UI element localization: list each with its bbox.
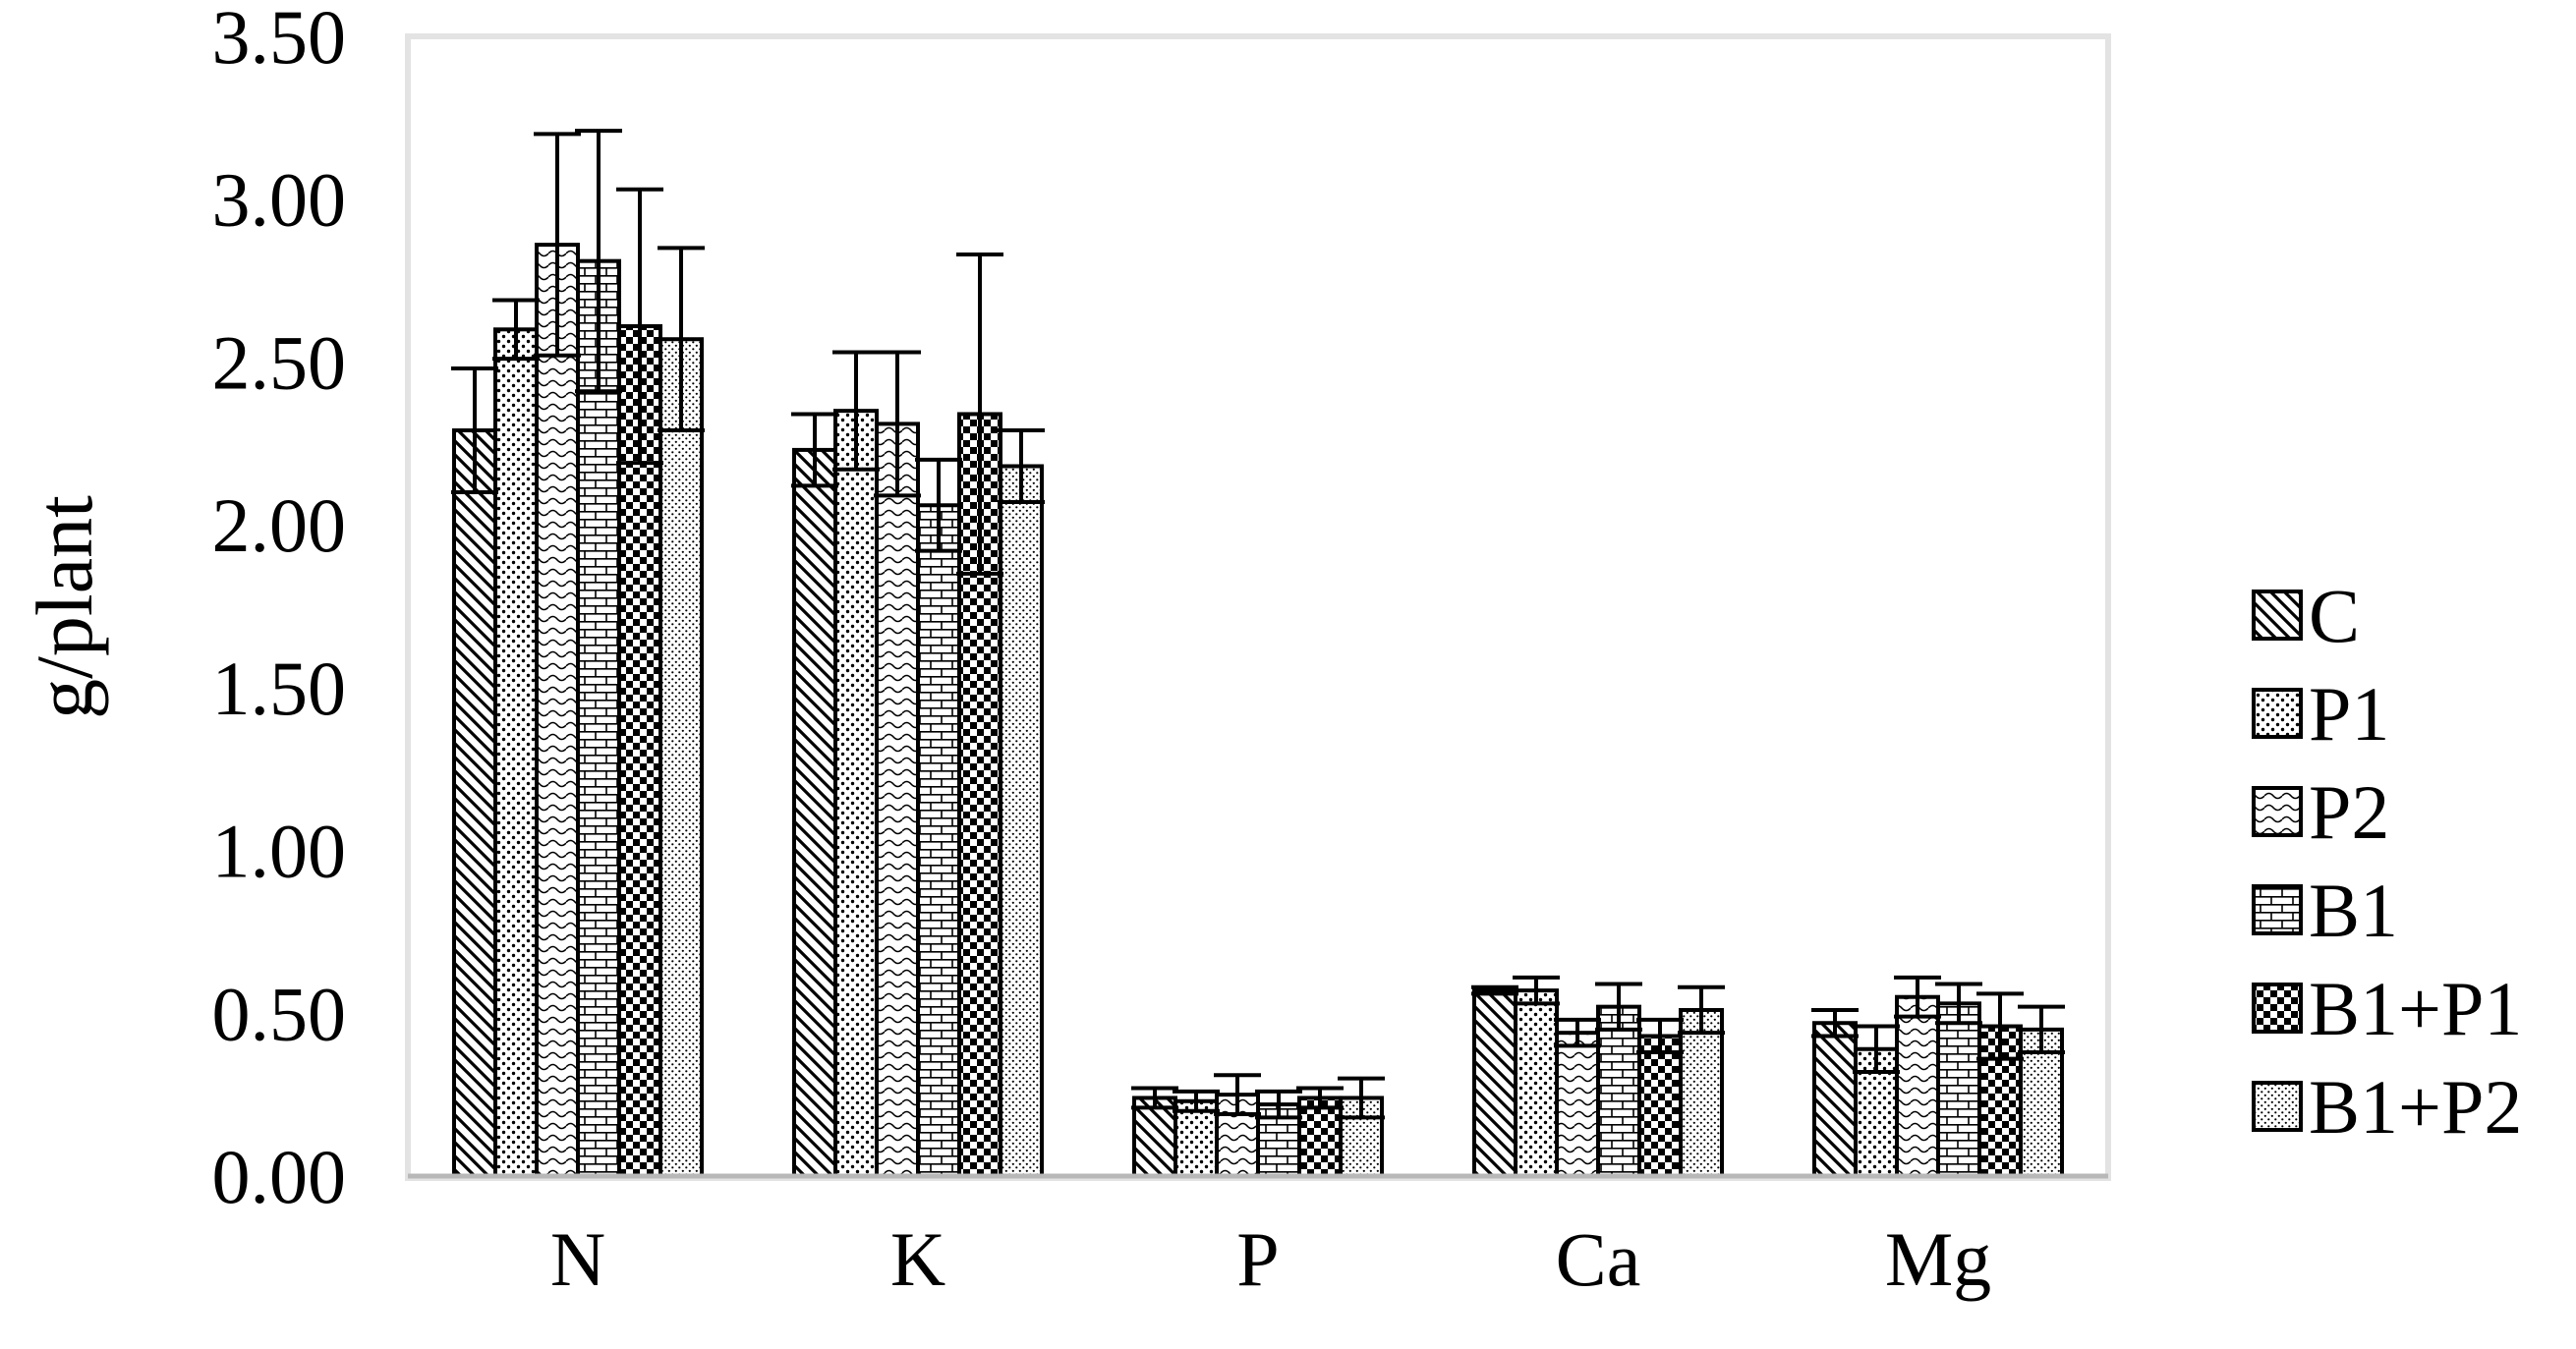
- legend-swatch: [2252, 884, 2303, 935]
- y-tick-label: 0.50: [212, 971, 347, 1056]
- bar-p2-ca: [1555, 1031, 1600, 1178]
- bar-p1-ca: [1514, 988, 1559, 1178]
- bar-c-mg: [1812, 1021, 1858, 1178]
- legend-label: P2: [2309, 769, 2389, 855]
- bar-b1-ca: [1596, 1004, 1641, 1178]
- legend-label: B1+P2: [2309, 1064, 2522, 1150]
- legend-label: P1: [2309, 671, 2389, 757]
- y-tick-label: 1.00: [212, 809, 347, 894]
- legend-swatch: [2252, 983, 2303, 1034]
- bar-p1-n: [493, 327, 539, 1178]
- x-axis-ticks: N K P Ca Mg: [550, 1216, 1991, 1302]
- legend-swatch: [2252, 590, 2303, 641]
- y-tick-label: 0.00: [212, 1134, 347, 1219]
- bar-p2-k: [875, 422, 920, 1178]
- x-tick-label: P: [1236, 1216, 1279, 1302]
- legend-label: C: [2309, 573, 2360, 658]
- error-bars-layer: [451, 129, 2065, 1120]
- legend-label: B1+P1: [2309, 966, 2522, 1051]
- x-tick-label: N: [550, 1216, 605, 1302]
- y-axis-label: g/plant: [20, 495, 109, 719]
- bar-b1-n: [576, 258, 621, 1178]
- y-tick-label: 3.00: [212, 157, 347, 243]
- x-tick-label: Ca: [1556, 1216, 1641, 1302]
- bar-b1-p2-ca: [1679, 1007, 1724, 1178]
- bar-b1-k: [916, 503, 961, 1178]
- y-tick-label: 2.00: [212, 482, 347, 568]
- y-tick-label: 3.50: [212, 0, 347, 80]
- legend: C P1 P2 B1 B1+P1 B1+P2: [2252, 573, 2522, 1150]
- y-tick-label: 1.50: [212, 646, 347, 731]
- bar-b1-mg: [1936, 1001, 1981, 1178]
- bar-c-ca: [1472, 988, 1517, 1178]
- legend-swatch: [2252, 688, 2303, 739]
- legend-swatch: [2252, 1081, 2303, 1132]
- bar-b1-p1-ca: [1637, 1034, 1683, 1178]
- x-tick-label: Mg: [1885, 1216, 1991, 1302]
- y-tick-label: 2.50: [212, 319, 347, 405]
- bar-c-n: [452, 428, 497, 1178]
- bar-p1-k: [833, 409, 879, 1178]
- bar-b1-p2-k: [999, 464, 1044, 1178]
- bar-p2-n: [535, 243, 580, 1179]
- legend-swatch: [2252, 786, 2303, 837]
- y-axis-ticks: 0.00 0.50 1.00 1.50 2.00 2.50 3.00 3.50: [212, 0, 347, 1219]
- x-tick-label: K: [890, 1216, 945, 1302]
- bar-p2-mg: [1895, 994, 1940, 1179]
- bar-b1-p2-n: [658, 337, 704, 1178]
- bar-c-k: [792, 447, 837, 1178]
- legend-label: B1: [2309, 868, 2398, 953]
